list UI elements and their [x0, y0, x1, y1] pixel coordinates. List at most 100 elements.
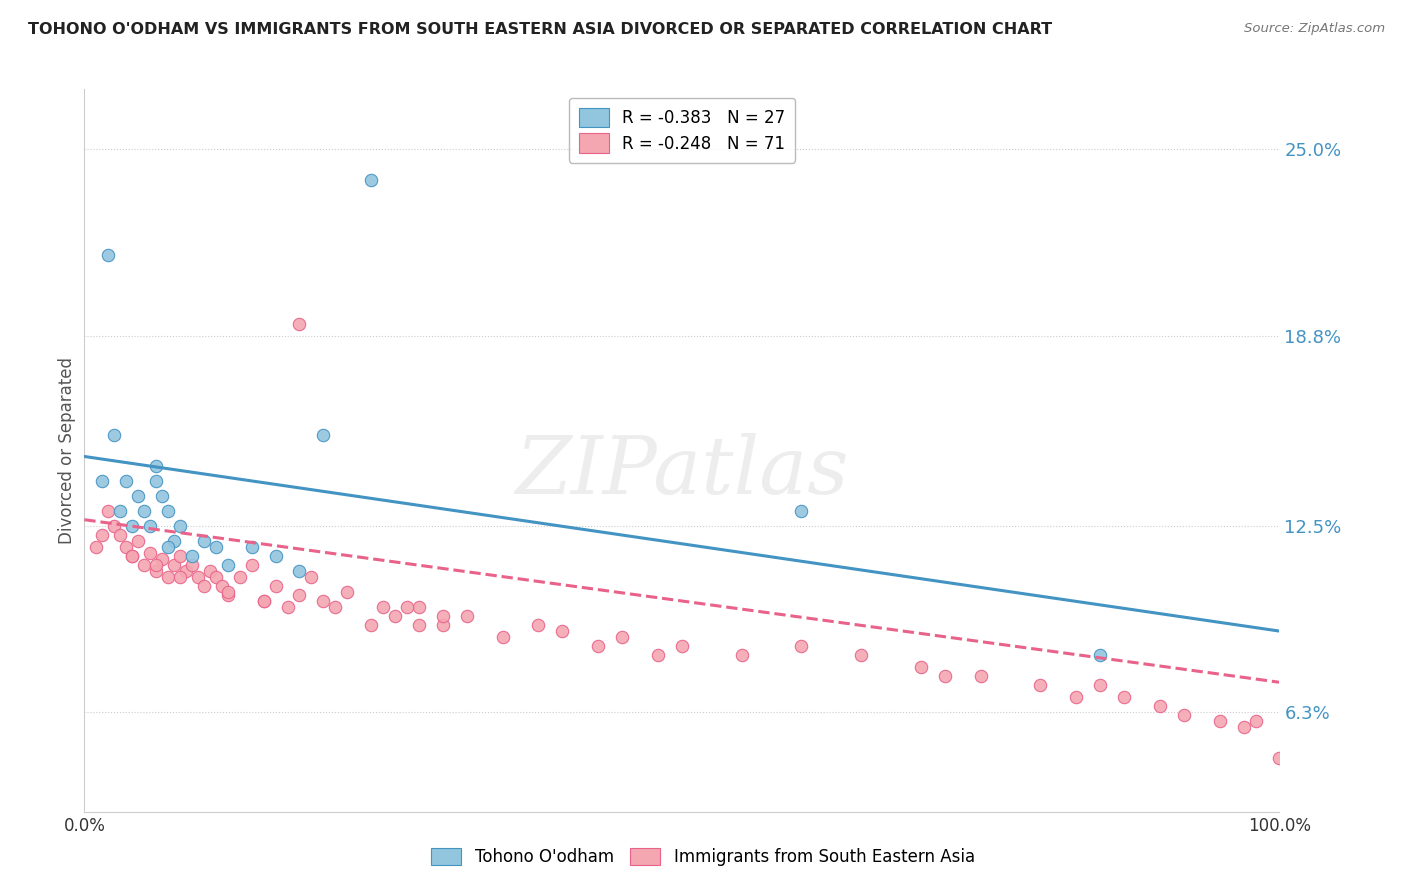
Point — [229, 570, 252, 584]
Point — [264, 549, 287, 563]
Point — [408, 600, 430, 615]
Point — [174, 564, 197, 578]
Point — [240, 540, 263, 554]
Point — [91, 474, 114, 488]
Point — [1114, 690, 1136, 705]
Point — [103, 428, 125, 442]
Point — [139, 546, 162, 560]
Text: ZIPatlas: ZIPatlas — [515, 434, 849, 511]
Point — [169, 549, 191, 563]
Point — [384, 609, 406, 624]
Point — [145, 474, 167, 488]
Point — [169, 518, 191, 533]
Point — [277, 600, 299, 615]
Point — [1173, 708, 1195, 723]
Point — [312, 594, 335, 608]
Point — [150, 551, 173, 566]
Point — [132, 558, 156, 572]
Point — [851, 648, 873, 662]
Point — [432, 618, 454, 632]
Point — [205, 570, 228, 584]
Point — [97, 503, 120, 517]
Text: Source: ZipAtlas.com: Source: ZipAtlas.com — [1244, 22, 1385, 36]
Point — [731, 648, 754, 662]
Point — [169, 570, 191, 584]
Point — [103, 518, 125, 533]
Point — [1244, 714, 1267, 729]
Point — [253, 594, 276, 608]
Point — [150, 489, 173, 503]
Point — [127, 489, 149, 503]
Y-axis label: Divorced or Separated: Divorced or Separated — [58, 357, 76, 544]
Point — [551, 624, 574, 639]
Point — [336, 585, 359, 599]
Point — [647, 648, 669, 662]
Point — [671, 639, 693, 653]
Point — [157, 570, 180, 584]
Text: TOHONO O'ODHAM VS IMMIGRANTS FROM SOUTH EASTERN ASIA DIVORCED OR SEPARATED CORRE: TOHONO O'ODHAM VS IMMIGRANTS FROM SOUTH … — [28, 22, 1052, 37]
Point — [1233, 721, 1256, 735]
Point — [1149, 699, 1171, 714]
Point — [86, 540, 108, 554]
Point — [110, 528, 132, 542]
Point — [193, 533, 215, 548]
Point — [312, 428, 335, 442]
Point — [127, 533, 149, 548]
Point — [121, 549, 143, 563]
Point — [1268, 750, 1291, 764]
Point — [934, 669, 956, 683]
Point — [115, 474, 138, 488]
Point — [1090, 678, 1112, 692]
Point — [612, 630, 634, 644]
Point — [157, 540, 180, 554]
Point — [288, 564, 311, 578]
Point — [115, 540, 138, 554]
Point — [217, 558, 239, 572]
Point — [121, 518, 143, 533]
Point — [193, 579, 215, 593]
Point — [264, 579, 287, 593]
Point — [145, 558, 167, 572]
Point — [1029, 678, 1052, 692]
Point — [288, 317, 311, 331]
Point — [145, 564, 167, 578]
Point — [139, 518, 162, 533]
Point — [217, 588, 239, 602]
Point — [1066, 690, 1088, 705]
Point — [288, 588, 311, 602]
Point — [970, 669, 993, 683]
Point — [217, 585, 239, 599]
Point — [187, 570, 209, 584]
Point — [211, 579, 233, 593]
Point — [527, 618, 550, 632]
Point — [373, 600, 395, 615]
Point — [181, 558, 204, 572]
Point — [163, 558, 186, 572]
Point — [432, 609, 454, 624]
Point — [97, 248, 120, 262]
Point — [157, 503, 180, 517]
Legend: Tohono O'odham, Immigrants from South Eastern Asia: Tohono O'odham, Immigrants from South Ea… — [423, 840, 983, 875]
Point — [1209, 714, 1232, 729]
Point — [110, 503, 132, 517]
Point — [360, 618, 382, 632]
Point — [163, 533, 186, 548]
Point — [492, 630, 515, 644]
Point — [253, 594, 276, 608]
Legend: R = -0.383   N = 27, R = -0.248   N = 71: R = -0.383 N = 27, R = -0.248 N = 71 — [568, 97, 796, 162]
Point — [181, 549, 204, 563]
Point — [396, 600, 419, 615]
Point — [360, 172, 382, 186]
Point — [325, 600, 347, 615]
Point — [910, 660, 932, 674]
Point — [145, 458, 167, 473]
Point — [408, 618, 430, 632]
Point — [790, 503, 813, 517]
Point — [588, 639, 610, 653]
Point — [198, 564, 221, 578]
Point — [301, 570, 323, 584]
Point — [121, 549, 143, 563]
Point — [790, 639, 813, 653]
Point — [456, 609, 478, 624]
Point — [91, 528, 114, 542]
